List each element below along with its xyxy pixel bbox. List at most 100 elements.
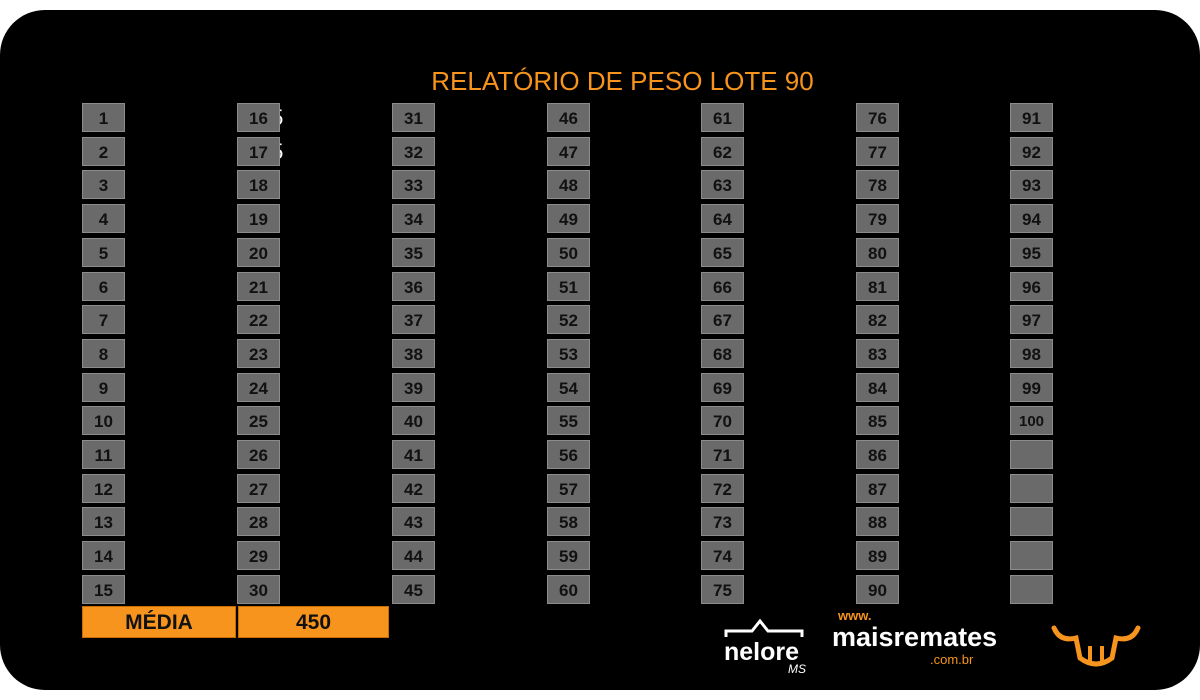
slot-number: 71 <box>701 440 744 469</box>
slot-number: 21 <box>237 271 280 301</box>
slot-number: 74 <box>701 541 744 571</box>
slot-number: 18 <box>237 170 280 200</box>
slot-number: 72 <box>701 473 744 503</box>
slot-number: 49 <box>547 204 590 234</box>
slot-number: 33 <box>392 170 435 200</box>
slot-number: 52 <box>547 305 590 335</box>
slot-number: 94 <box>1010 204 1053 234</box>
slot-number: 10 <box>82 406 125 436</box>
slot-number: 75 <box>701 574 744 604</box>
slot-number: 7 <box>82 305 125 335</box>
slot-number: 30 <box>237 574 280 604</box>
slot-number: 19 <box>237 204 280 234</box>
slot-number: 60 <box>547 574 590 604</box>
slot-number: 35 <box>392 237 435 267</box>
slot-number: 23 <box>237 338 280 368</box>
slot-number: 55 <box>547 406 590 436</box>
empty-slot <box>1010 541 1053 571</box>
slot-number: 78 <box>856 170 899 200</box>
slot-number: 59 <box>547 541 590 571</box>
site-prefix: www. <box>838 608 872 623</box>
slot-number: 54 <box>547 372 590 402</box>
slot-number: 9 <box>82 372 125 402</box>
slot-number: 46 <box>547 103 590 132</box>
slot-number: 41 <box>392 440 435 469</box>
slot-number: 95 <box>1010 237 1053 267</box>
slot-number: 69 <box>701 372 744 402</box>
slot-number: 85 <box>856 406 899 436</box>
slot-number: 20 <box>237 237 280 267</box>
slot-number: 88 <box>856 507 899 537</box>
slot-number: 11 <box>82 440 125 469</box>
slot-number: 96 <box>1010 271 1053 301</box>
report-title: RELATÓRIO DE PESO LOTE 90 <box>431 66 814 96</box>
slot-number: 40 <box>392 406 435 436</box>
slot-number: 73 <box>701 507 744 537</box>
slot-number: 36 <box>392 271 435 301</box>
slot-number: 5 <box>82 237 125 267</box>
slot-number: 56 <box>547 440 590 469</box>
slot-number: 2 <box>82 136 125 166</box>
slot-number: 91 <box>1010 103 1053 132</box>
slot-number: 76 <box>856 103 899 132</box>
slot-number: 8 <box>82 338 125 368</box>
bull-icon <box>1051 625 1141 667</box>
slot-number: 81 <box>856 271 899 301</box>
slot-number: 70 <box>701 406 744 436</box>
slot-number: 99 <box>1010 372 1053 402</box>
slot-number: 98 <box>1010 338 1053 368</box>
slot-number: 93 <box>1010 170 1053 200</box>
slot-number: 67 <box>701 305 744 335</box>
slot-number: 39 <box>392 372 435 402</box>
slot-number: 42 <box>392 473 435 503</box>
slot-number: 43 <box>392 507 435 537</box>
average-value: 450 <box>238 606 389 638</box>
slot-number: 1 <box>82 103 125 132</box>
site-suffix: .com.br <box>930 652 974 667</box>
slot-number: 61 <box>701 103 744 132</box>
empty-slot <box>1010 440 1053 469</box>
slot-number: 86 <box>856 440 899 469</box>
site-logo: maisremates <box>832 622 998 652</box>
nelore-sub: MS <box>788 662 806 676</box>
slot-number: 64 <box>701 204 744 234</box>
slot-number: 3 <box>82 170 125 200</box>
slot-number: 80 <box>856 237 899 267</box>
slot-number: 82 <box>856 305 899 335</box>
nelore-house-icon <box>724 618 804 637</box>
slot-number: 65 <box>701 237 744 267</box>
slot-number: 97 <box>1010 305 1053 335</box>
slot-number: 48 <box>547 170 590 200</box>
slot-number: 58 <box>547 507 590 537</box>
empty-slot <box>1010 574 1053 604</box>
slot-number: 79 <box>856 204 899 234</box>
slot-number: 90 <box>856 574 899 604</box>
slot-number: 92 <box>1010 136 1053 166</box>
slot-number: 37 <box>392 305 435 335</box>
slot-number: 100 <box>1010 406 1053 436</box>
slot-number: 45 <box>392 574 435 604</box>
slot-number: 12 <box>82 473 125 503</box>
slot-number: 31 <box>392 103 435 132</box>
slot-number: 44 <box>392 541 435 571</box>
empty-slot <box>1010 473 1053 503</box>
slot-number: 53 <box>547 338 590 368</box>
slot-number: 27 <box>237 473 280 503</box>
slot-number: 38 <box>392 338 435 368</box>
report-screen: RELATÓRIO DE PESO LOTE 90 MÉDIA 450 nelo… <box>0 10 1200 690</box>
average-label: MÉDIA <box>82 606 236 638</box>
slot-number: 68 <box>701 338 744 368</box>
slot-number: 17 <box>237 136 280 166</box>
slot-number: 16 <box>237 103 280 132</box>
slot-number: 6 <box>82 271 125 301</box>
slot-number: 28 <box>237 507 280 537</box>
slot-number: 22 <box>237 305 280 335</box>
slot-number: 4 <box>82 204 125 234</box>
slot-number: 29 <box>237 541 280 571</box>
slot-number: 84 <box>856 372 899 402</box>
slot-number: 66 <box>701 271 744 301</box>
slot-number: 89 <box>856 541 899 571</box>
slot-number: 83 <box>856 338 899 368</box>
empty-slot <box>1010 507 1053 537</box>
